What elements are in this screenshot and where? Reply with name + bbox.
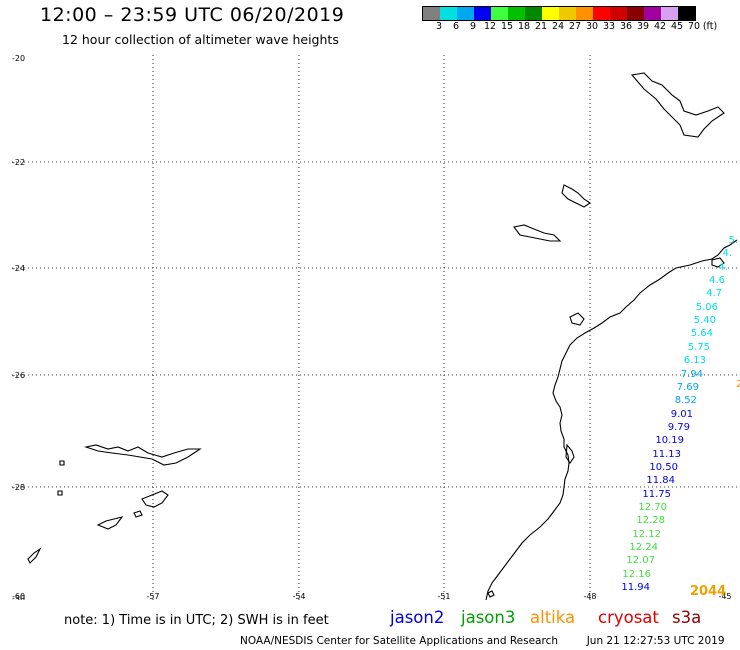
legend-swatch bbox=[491, 7, 508, 20]
longitude-label: -60 bbox=[12, 592, 25, 600]
coastline-brazil bbox=[485, 239, 737, 600]
color-scale-legend bbox=[422, 6, 696, 21]
legend-swatch bbox=[542, 7, 559, 20]
legend-swatch bbox=[644, 7, 661, 20]
lagoon-outline bbox=[565, 443, 575, 464]
legend-label: 9 bbox=[469, 21, 477, 32]
legend-label: 45 bbox=[670, 21, 684, 32]
legend-swatch bbox=[525, 7, 542, 20]
reservoir-outline-4 bbox=[83, 444, 202, 466]
legend-swatch bbox=[474, 7, 491, 20]
legend-label: 27 bbox=[568, 21, 582, 32]
legend-label: 33 bbox=[602, 21, 616, 32]
satellite-legend-item: altika bbox=[530, 608, 576, 627]
longitude-label: -57 bbox=[146, 592, 159, 600]
legend-swatch bbox=[593, 7, 610, 20]
longitude-label: -48 bbox=[583, 592, 596, 600]
footnote: note: 1) Time is in UTC; 2) SWH is in fe… bbox=[64, 613, 329, 628]
legend-label: 21 bbox=[534, 21, 548, 32]
legend-label: 30 bbox=[585, 21, 599, 32]
satellite-legend-item: s3a bbox=[672, 608, 702, 627]
latitude-labels: -20 -22 -24 -26 -28 -30 bbox=[12, 55, 25, 600]
legend-swatch bbox=[576, 7, 593, 20]
coastline bbox=[27, 72, 737, 600]
bay-outline bbox=[569, 312, 585, 326]
legend-label: 12 bbox=[483, 21, 497, 32]
reservoir-outline-5 bbox=[141, 490, 169, 508]
legend-swatch bbox=[457, 7, 474, 20]
map-frame bbox=[12, 55, 737, 600]
islet-3 bbox=[133, 510, 143, 518]
satellite-legend-item: jason2 bbox=[390, 608, 445, 627]
islet-2 bbox=[57, 490, 63, 496]
legend-swatch bbox=[627, 7, 644, 20]
legend-swatch bbox=[423, 7, 440, 20]
longitude-labels: -60 -57 -54 -51 -48 -45 bbox=[12, 592, 732, 600]
latitude-label: -24 bbox=[12, 264, 25, 273]
reservoir-outline-6 bbox=[96, 516, 124, 530]
color-scale-labels: 3 6 9 12 15 18 21 24 27 30 33 36 39 42 45 70 (ft) bbox=[422, 21, 740, 33]
reservoir-outline-3 bbox=[513, 224, 562, 242]
satellite-legend-item: cryosat bbox=[598, 608, 659, 627]
latitude-label: -20 bbox=[12, 55, 25, 63]
legend-unit: (ft) bbox=[702, 21, 718, 32]
legend-swatch bbox=[508, 7, 525, 20]
legend-label: 36 bbox=[619, 21, 633, 32]
reservoir-outline-7 bbox=[27, 547, 42, 564]
legend-label: 3 bbox=[435, 21, 443, 32]
legend-label: 70 bbox=[687, 21, 701, 32]
credit-text: NOAA/NESDIS Center for Satellite Applica… bbox=[240, 635, 558, 647]
latitude-label: -26 bbox=[12, 371, 25, 380]
satellite-legend-item: jason3 bbox=[461, 608, 516, 627]
islet-4 bbox=[487, 590, 495, 598]
longitude-label: -51 bbox=[437, 592, 450, 600]
legend-label: 18 bbox=[517, 21, 531, 32]
islet-1 bbox=[59, 460, 65, 466]
reservoir-outline-2 bbox=[561, 184, 591, 208]
reservoir-outline-1 bbox=[630, 72, 725, 138]
legend-swatch bbox=[678, 7, 695, 20]
latitude-label: -28 bbox=[12, 483, 25, 492]
legend-label: 6 bbox=[452, 21, 460, 32]
timestamp: Jun 21 12:27:53 UTC 2019 bbox=[586, 635, 725, 647]
estuary-outline bbox=[711, 257, 725, 268]
legend-label: 15 bbox=[500, 21, 514, 32]
legend-swatch bbox=[440, 7, 457, 20]
legend-swatch bbox=[559, 7, 576, 20]
latitude-label: -30 bbox=[12, 594, 25, 600]
page-subtitle: 12 hour collection of altimeter wave hei… bbox=[62, 32, 339, 47]
latitude-label: -22 bbox=[12, 158, 25, 167]
longitude-label: -45 bbox=[718, 592, 731, 600]
page-title: 12:00 – 23:59 UTC 06/20/2019 bbox=[40, 4, 345, 26]
legend-swatch bbox=[610, 7, 627, 20]
longitude-label: -54 bbox=[292, 592, 305, 600]
credit-line: NOAA/NESDIS Center for Satellite Applica… bbox=[240, 635, 725, 647]
legend-label: 24 bbox=[551, 21, 565, 32]
wave-height-map: -20 -22 -24 -26 -28 -30 -60 -57 -54 -51 -48 -45 bbox=[12, 55, 737, 600]
legend-label: 39 bbox=[636, 21, 650, 32]
legend-label: 42 bbox=[653, 21, 667, 32]
legend-swatch bbox=[661, 7, 678, 20]
graticule-grid bbox=[12, 55, 737, 600]
